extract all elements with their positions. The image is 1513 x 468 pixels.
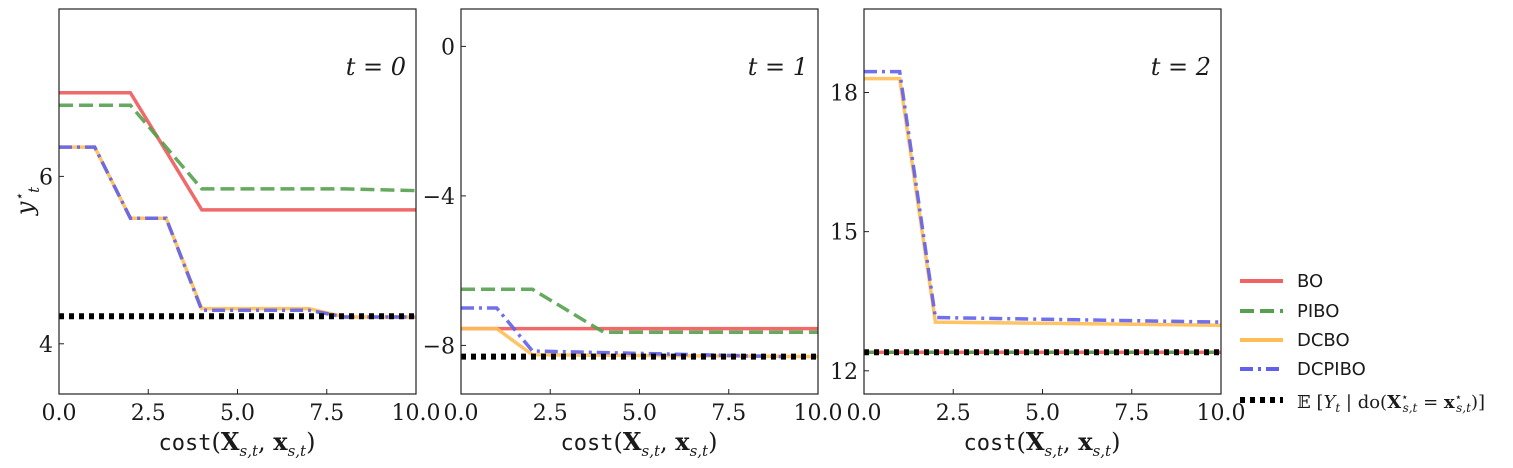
panel-t2-xtick-label: 10.0 <box>1197 401 1246 426</box>
panel-t2-xtick-label: 7.5 <box>1114 401 1149 426</box>
panel-t1: 0.0 2.5 5.0 7.5 10.0 0 −4 −8 t = 1 <box>423 8 843 460</box>
panel-t0-ticks: 0.0 2.5 5.0 7.5 10.0 4 6 <box>39 165 440 426</box>
legend-label-expectation: 𝔼 [Yt | do(X⋆ s,t = x⋆ s,t)] <box>1297 390 1485 415</box>
panel-t1-ytick-label: 0 <box>441 35 455 60</box>
legend-label-dcpibo: DCPIBO <box>1297 359 1366 380</box>
panel-t2-annotation: t = 2 <box>1151 53 1211 81</box>
panel-t2-ytick-label: 18 <box>830 81 858 106</box>
legend-item-pibo: PIBO <box>1240 301 1339 322</box>
panel-t2-xtick-label: 5.0 <box>1025 401 1060 426</box>
panel-t0-ytick-label: 6 <box>39 165 53 190</box>
panel-t0-xlabel <box>158 427 316 460</box>
legend-label-pibo: PIBO <box>1297 301 1339 322</box>
panel-t0: 0.0 2.5 5.0 7.5 10.0 4 6 t = 0 y⋆t <box>11 8 440 460</box>
panel-t0-ytick-label: 4 <box>39 333 53 358</box>
panel-t0-series-bo <box>59 90 416 212</box>
panel-t1-lines <box>461 287 819 360</box>
panel-t1-xtick-label: 10.0 <box>794 401 843 426</box>
panel-t0-series-dcbo <box>59 145 416 319</box>
panel-t2-series-dcpibo <box>864 69 1222 324</box>
panel-t0-xtick-label: 2.5 <box>131 401 166 426</box>
panel-t2-xlabel <box>963 427 1121 460</box>
panel-t1-xtick-label: 0.0 <box>444 401 479 426</box>
panel-t1-xlabel <box>560 427 718 460</box>
panel-t0-xtick-label: 5.0 <box>220 401 255 426</box>
panel-t2-ticks: 0.0 2.5 5.0 7.5 10.0 12 15 18 <box>830 81 1245 426</box>
legend-label-bo: BO <box>1297 271 1323 292</box>
panel-t0-series-dcpibo <box>59 145 416 319</box>
panel-t1-series-pibo <box>461 287 818 335</box>
panel-t0-xtick-label: 0.0 <box>42 401 77 426</box>
legend: BO PIBO DCBO DCPIBO 𝔼 [Yt | do(X⋆ s,t = x… <box>1240 271 1485 415</box>
panel-t0-xtick-label: 7.5 <box>309 401 344 426</box>
panel-t1-ytick-label: −4 <box>423 185 455 210</box>
panel-t0-lines <box>59 90 417 320</box>
legend-item-bo: BO <box>1240 271 1323 292</box>
panel-t2-ytick-label: 15 <box>830 221 858 246</box>
panel-t0-annotation: t = 0 <box>346 53 406 81</box>
panel-t2: 0.0 2.5 5.0 7.5 10.0 12 15 18 t = 2 <box>830 8 1245 460</box>
legend-item-expectation: 𝔼 [Yt | do(X⋆ s,t = x⋆ s,t)] <box>1240 390 1485 415</box>
panel-t1-ticks: 0.0 2.5 5.0 7.5 10.0 0 −4 −8 <box>423 35 843 426</box>
legend-item-dcpibo: DCPIBO <box>1240 359 1366 380</box>
panel-t0-ylabel: y⋆t <box>11 186 43 216</box>
panel-t2-xtick-label: 0.0 <box>847 401 882 426</box>
panel-t1-series-dcpibo <box>461 306 783 359</box>
panel-t1-annotation: t = 1 <box>748 53 808 81</box>
panel-t1-xtick-label: 5.0 <box>622 401 657 426</box>
panel-t0-xtick-label: 10.0 <box>392 401 441 426</box>
panel-t2-xtick-label: 2.5 <box>936 401 971 426</box>
panel-t0-series-pibo <box>59 103 417 193</box>
legend-item-dcbo: DCBO <box>1240 330 1350 351</box>
panel-t1-xtick-label: 7.5 <box>711 401 746 426</box>
panel-t2-ytick-label: 12 <box>830 360 858 385</box>
panel-t1-xtick-label: 2.5 <box>533 401 568 426</box>
panel-t2-lines <box>864 69 1222 356</box>
legend-label-dcbo: DCBO <box>1297 330 1350 351</box>
panel-t1-ytick-label: −8 <box>423 334 455 359</box>
